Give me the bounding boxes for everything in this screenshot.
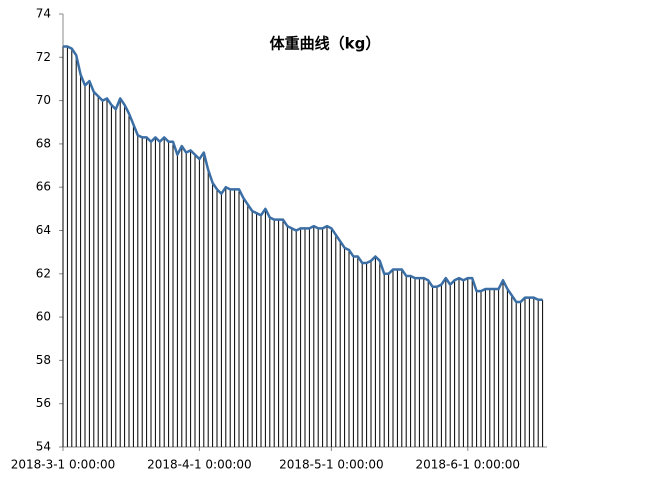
y-tick-label: 74 [36, 7, 51, 21]
x-tick-label: 2018-4-1 0:00:00 [147, 458, 252, 472]
x-tick-label: 2018-3-1 0:00:00 [11, 458, 116, 472]
series-line [63, 45, 543, 304]
y-tick-label: 56 [36, 396, 51, 410]
y-tick-label: 62 [36, 266, 51, 280]
y-tick-label: 70 [36, 93, 51, 107]
y-tick-label: 54 [36, 440, 51, 454]
y-tick-label: 60 [36, 310, 51, 324]
x-tick-label: 2018-6-1 0:00:00 [416, 458, 521, 472]
y-tick-label: 66 [36, 180, 51, 194]
y-tick-label: 72 [36, 50, 51, 64]
y-tick-label: 64 [36, 223, 51, 237]
chart-title: 体重曲线（kg） [270, 35, 381, 53]
x-tick-label: 2018-5-1 0:00:00 [279, 458, 384, 472]
y-tick-label: 68 [36, 136, 51, 150]
y-tick-label: 58 [36, 353, 51, 367]
